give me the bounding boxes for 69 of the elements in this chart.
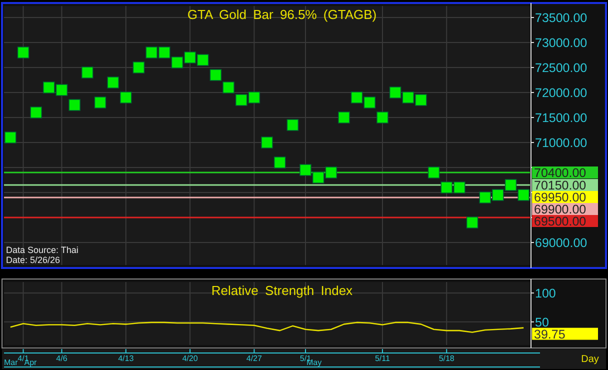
point (94, 96, 106, 108)
point (196, 54, 209, 66)
annotation: Data Source: Thai (6, 245, 78, 255)
point (286, 119, 299, 131)
point (222, 82, 234, 94)
point (325, 166, 338, 178)
y-tick-label: 50 (535, 315, 549, 330)
point (184, 52, 196, 64)
x-tick-label: 5/18 (438, 354, 455, 363)
data-label: 69950.00 (534, 190, 586, 204)
point (43, 82, 55, 94)
point (30, 106, 42, 118)
point (68, 99, 80, 111)
annotation: Date: 5/26/26 (6, 255, 60, 265)
point (274, 156, 286, 168)
x-tick-label: 4/27 (246, 354, 263, 363)
point (402, 92, 414, 104)
point (454, 182, 466, 194)
ref-line-label: 70150.00 (534, 178, 586, 192)
y-tick-label: 72000.00 (535, 86, 588, 100)
y-tick-label: 100 (535, 286, 556, 300)
y-tick-label: 73000.00 (535, 36, 588, 50)
y-tick-label: 73500.00 (535, 10, 588, 25)
point (440, 182, 453, 194)
y-tick-label: 71500.00 (535, 110, 588, 125)
point (415, 94, 427, 106)
x-tick-label: 5/11 (374, 354, 390, 363)
point (235, 94, 248, 106)
data-label: 39.75 (534, 327, 566, 342)
point (504, 179, 517, 191)
point (261, 136, 273, 148)
point (518, 189, 530, 201)
x-tick-label: 4/6 (56, 354, 68, 363)
point (158, 46, 170, 58)
point (492, 189, 504, 201)
line-series (10, 322, 524, 333)
ref-line-label: 69900.00 (534, 202, 586, 216)
point (389, 86, 402, 98)
chart-title: GTA Gold Bar 96.5% (GTAGB) (187, 7, 377, 22)
text: Mar (4, 358, 18, 367)
point (56, 84, 68, 96)
y-tick-label: 69000.00 (535, 236, 588, 250)
x-tick-label: 4/20 (182, 354, 198, 363)
point (350, 92, 363, 104)
point (120, 92, 132, 104)
y-tick-label: 72500.00 (535, 60, 588, 75)
point (364, 96, 376, 108)
point (146, 46, 158, 58)
point (428, 166, 440, 178)
point (81, 66, 94, 78)
point (107, 76, 119, 88)
chart-title: Relative Strength Index (211, 283, 354, 298)
point (300, 164, 312, 176)
ref-line-label: 70400.00 (534, 166, 586, 180)
point (338, 112, 350, 124)
point (171, 56, 184, 68)
point (466, 216, 478, 228)
point (248, 92, 260, 104)
x-axis-title: Day (581, 354, 599, 365)
x-tick-label: 4/13 (118, 354, 134, 363)
point (312, 172, 324, 184)
ref-line-label: 69500.00 (534, 214, 586, 228)
point (376, 112, 388, 124)
point (479, 192, 491, 204)
point (4, 132, 16, 144)
point (132, 62, 145, 74)
point (17, 46, 30, 58)
point (210, 69, 222, 81)
y-tick-label: 71000.00 (535, 136, 588, 150)
